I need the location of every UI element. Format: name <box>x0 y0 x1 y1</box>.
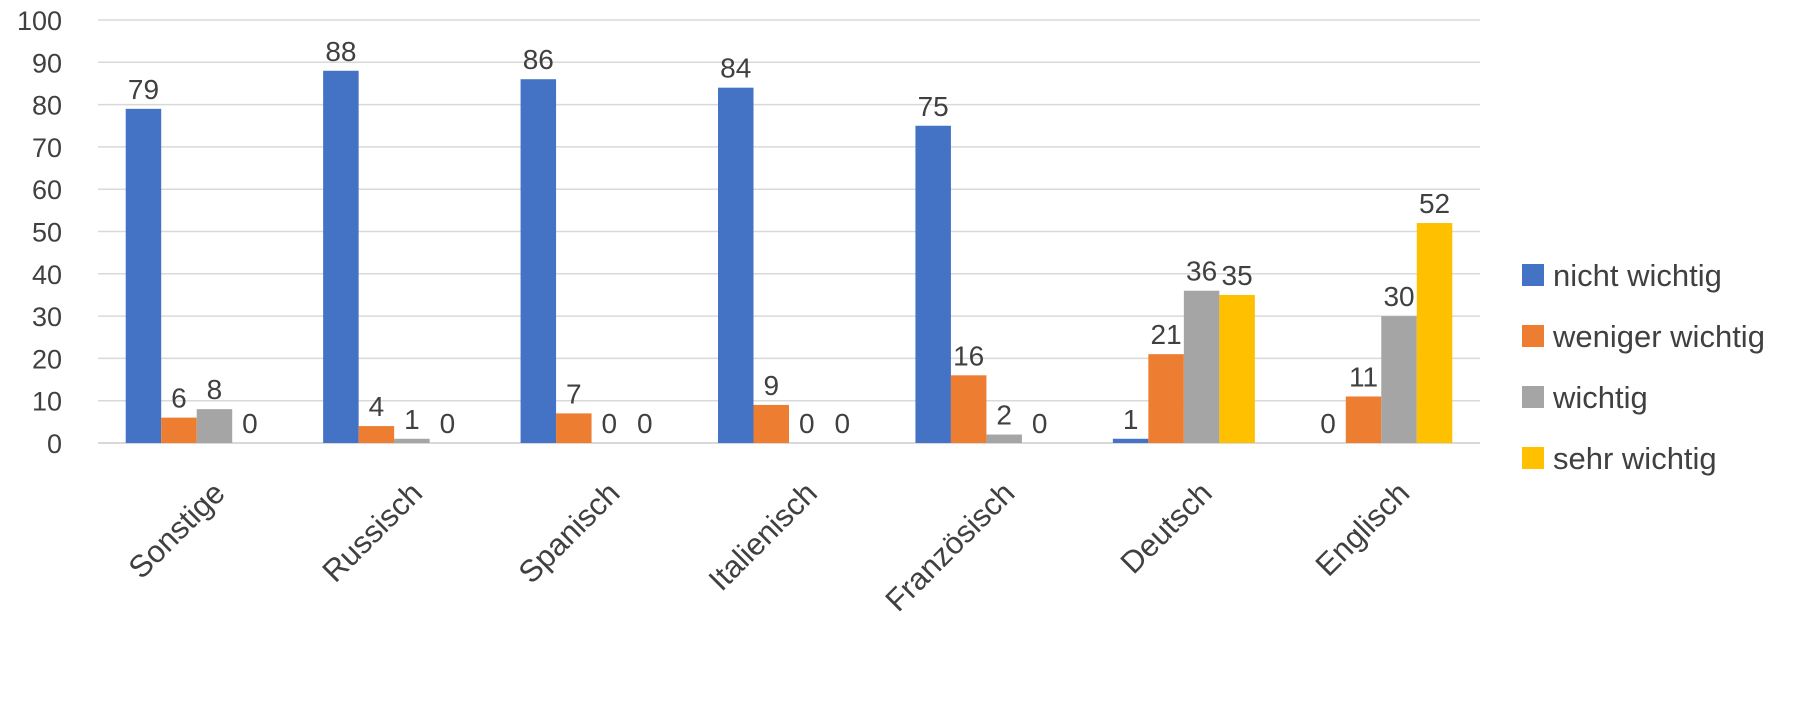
bar <box>556 413 592 443</box>
data-label: 0 <box>1320 408 1336 439</box>
data-label: 6 <box>171 383 187 414</box>
data-label: 0 <box>799 408 815 439</box>
data-label: 7 <box>566 378 582 409</box>
category-label: Englisch <box>1309 475 1417 583</box>
legend-label: sehr wichtig <box>1553 441 1717 476</box>
y-tick-label: 60 <box>32 175 62 205</box>
data-label: 35 <box>1222 260 1253 291</box>
data-label: 0 <box>1032 408 1048 439</box>
legend-swatch <box>1522 386 1544 408</box>
data-label: 21 <box>1151 319 1182 350</box>
bar <box>1183 290 1220 443</box>
bar <box>394 438 430 443</box>
y-tick-label: 10 <box>32 387 62 417</box>
legend-swatch <box>1522 447 1544 469</box>
bar <box>718 87 754 444</box>
data-label: 86 <box>523 44 554 75</box>
data-label: 75 <box>918 91 949 122</box>
data-label: 16 <box>953 340 984 371</box>
bar <box>358 426 395 443</box>
bar <box>950 375 987 443</box>
y-tick-label: 0 <box>47 429 62 459</box>
bar <box>1219 294 1255 443</box>
data-label: 52 <box>1419 188 1450 219</box>
y-axis-ticks: 0 10 20 30 40 50 60 70 80 90 100 <box>17 6 62 459</box>
y-tick-label: 100 <box>17 6 62 36</box>
data-label: 9 <box>763 370 779 401</box>
y-tick-label: 40 <box>32 260 62 290</box>
bar <box>125 108 162 443</box>
data-label: 8 <box>207 374 223 405</box>
data-label: 0 <box>242 408 258 439</box>
bar <box>161 417 197 443</box>
data-label: 0 <box>602 408 618 439</box>
bar <box>986 434 1022 443</box>
bar <box>1112 438 1149 443</box>
legend: nicht wichtig weniger wichtig wichtig sehr … <box>1522 258 1765 476</box>
y-tick-label: 30 <box>32 302 62 332</box>
data-label: 0 <box>834 408 850 439</box>
legend-swatch <box>1522 325 1544 347</box>
category-label: Sonstige <box>122 475 232 585</box>
y-tick-label: 90 <box>32 48 62 78</box>
data-label: 79 <box>128 74 159 105</box>
data-label: 1 <box>404 404 420 435</box>
legend-label: nicht wichtig <box>1553 258 1722 293</box>
bar <box>323 70 359 443</box>
data-label: 84 <box>720 53 751 84</box>
data-label: 36 <box>1186 256 1217 287</box>
y-tick-label: 80 <box>32 91 62 121</box>
gridlines <box>98 19 1480 444</box>
data-label: 11 <box>1349 361 1378 392</box>
data-label: 1 <box>1123 404 1139 435</box>
category-label: Deutsch <box>1114 475 1219 580</box>
bar <box>1148 354 1184 443</box>
bars <box>125 70 1453 444</box>
data-label: 4 <box>369 391 385 422</box>
bar <box>196 409 233 443</box>
x-axis-categories: Sonstige Russisch Spanisch Italienisch Franz… <box>122 475 1417 618</box>
y-tick-label: 20 <box>32 344 62 374</box>
data-label: 0 <box>440 408 456 439</box>
y-tick-label: 70 <box>32 133 62 163</box>
bar <box>520 79 557 443</box>
data-label: 2 <box>996 400 1012 431</box>
legend-label: weniger wichtig <box>1552 319 1765 354</box>
category-label: Französisch <box>878 475 1021 618</box>
y-tick-label: 50 <box>32 218 62 248</box>
bar <box>753 404 789 443</box>
bar <box>1381 316 1417 443</box>
category-label: Italienisch <box>702 475 824 597</box>
category-label: Spanisch <box>512 475 627 590</box>
legend-swatch <box>1522 264 1544 286</box>
data-label: 88 <box>325 36 356 67</box>
legend-label: wichtig <box>1552 380 1648 415</box>
bar <box>915 125 951 443</box>
category-label: Russisch <box>315 475 429 589</box>
bar <box>1416 223 1453 443</box>
bar <box>1345 396 1382 443</box>
data-label: 30 <box>1383 281 1414 312</box>
data-label: 0 <box>637 408 653 439</box>
